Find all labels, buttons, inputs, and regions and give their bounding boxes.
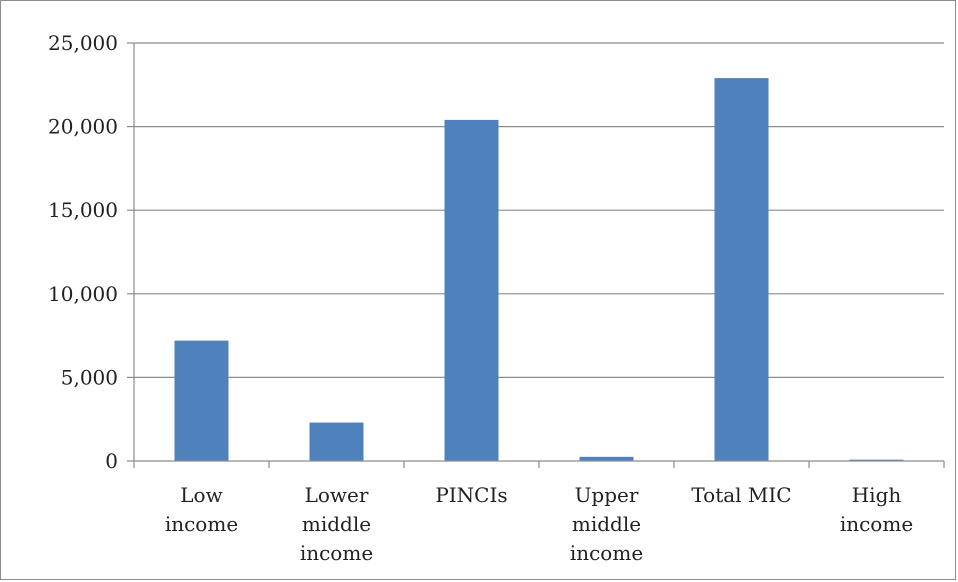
x-category-label: High income (840, 483, 913, 536)
x-category-label-line: Low (180, 483, 222, 507)
y-tick-label: 5,000 (61, 365, 118, 389)
bar (849, 459, 904, 461)
x-category-label: PINCIs (435, 483, 507, 507)
bar (714, 78, 769, 461)
y-tick-label: 10,000 (48, 282, 118, 306)
x-category-label: Upper middle income (570, 483, 643, 565)
x-category-label-line: income (840, 512, 913, 536)
x-category-label-line: PINCIs (435, 483, 507, 507)
x-category-label-line: income (165, 512, 238, 536)
bar (444, 119, 499, 462)
x-category-label: Low income (165, 483, 238, 536)
x-category-label-line: income (300, 541, 373, 565)
bar (579, 456, 634, 461)
gridlines (134, 42, 944, 378)
bar (174, 340, 229, 461)
x-category-label-line: Lower (305, 483, 369, 507)
bar (309, 422, 364, 461)
x-category-label-line: middle (572, 512, 641, 536)
y-tick-label: 15,000 (48, 198, 118, 222)
x-category-label: Total MIC (691, 483, 791, 507)
x-category-label-line: income (570, 541, 643, 565)
x-category-label-line: Upper (575, 483, 639, 507)
x-category-labels: Low income Lower middle income PINCIs Upper mid… (165, 483, 913, 565)
y-tick-label: 25,000 (48, 31, 118, 55)
y-tick-label: 20,000 (48, 115, 118, 139)
x-category-label: Lower middle income (300, 483, 373, 565)
axes (127, 42, 945, 468)
x-category-label-line: middle (302, 512, 371, 536)
y-tick-label: 0 (105, 449, 118, 473)
x-category-label-line: Total MIC (691, 483, 791, 507)
bars (174, 78, 904, 462)
y-tick-labels: 0 5,000 10,000 15,000 20,000 25,000 (48, 31, 118, 473)
x-category-label-line: High (852, 483, 902, 507)
